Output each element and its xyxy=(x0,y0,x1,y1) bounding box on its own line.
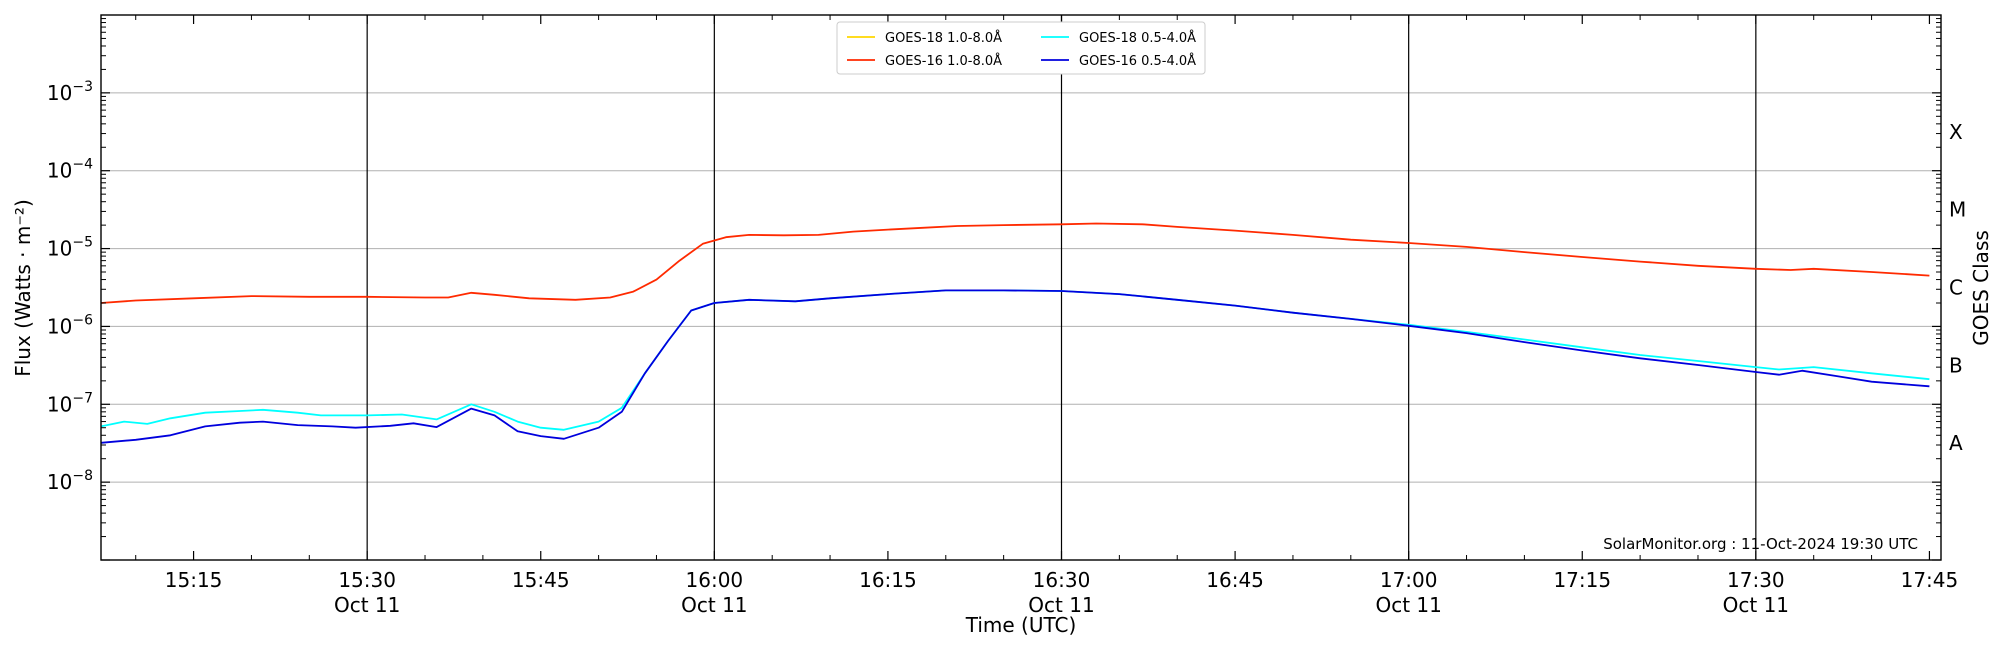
y-tick-label: 10−3 xyxy=(47,79,93,105)
x-axis-title: Time (UTC) xyxy=(965,613,1077,637)
legend: GOES-18 1.0-8.0Å GOES-18 0.5-4.0Å GOES-16 … xyxy=(836,21,1206,75)
y-tick-labels: 10−8 10−7 10−6 10−5 10−4 10−3 xyxy=(47,79,93,494)
goes-class-axis-title: GOES Class xyxy=(1969,230,1993,346)
x-tick-label: 17:15 xyxy=(1553,568,1611,592)
horizontal-gridlines xyxy=(101,92,1941,483)
axis-ticks xyxy=(101,15,1941,561)
series-line xyxy=(100,222,1930,304)
x-tick-date-label: Oct 11 xyxy=(334,593,400,617)
series-line xyxy=(100,289,1930,444)
x-tick-label: 16:15 xyxy=(859,568,917,592)
x-tick-label: 17:45 xyxy=(1901,568,1959,592)
x-tick-label: 16:00 xyxy=(686,568,744,592)
goes-class-label: C xyxy=(1949,276,1963,300)
y-tick-label: 10−7 xyxy=(47,390,93,416)
goes-class-label: M xyxy=(1949,198,1966,222)
x-tick-label: 17:00 xyxy=(1380,568,1438,592)
legend-box xyxy=(836,21,1206,75)
y-axis-title: Flux (Watts · m⁻²) xyxy=(11,199,35,377)
credit-text: SolarMonitor.org : 11-Oct-2024 19:30 UTC xyxy=(1603,535,1918,553)
x-tick-date-label: Oct 11 xyxy=(1375,593,1441,617)
x-tick-label: 15:15 xyxy=(165,568,223,592)
y-tick-label: 10−6 xyxy=(47,312,93,338)
legend-label: GOES-18 0.5-4.0Å xyxy=(1079,30,1196,46)
legend-label: GOES-16 1.0-8.0Å xyxy=(885,53,1002,69)
goes-class-label: X xyxy=(1949,120,1963,144)
y-tick-label: 10−8 xyxy=(47,468,93,494)
y-tick-label: 10−5 xyxy=(47,235,93,261)
flux-series xyxy=(100,222,1930,444)
x-tick-label: 16:45 xyxy=(1206,568,1264,592)
legend-label: GOES-18 1.0-8.0Å xyxy=(885,30,1002,46)
x-tick-date-label: Oct 11 xyxy=(1723,593,1789,617)
x-tick-date-label: Oct 11 xyxy=(1028,593,1094,617)
x-tick-label: 15:30 xyxy=(338,568,396,592)
plot-frame xyxy=(100,14,1942,561)
x-tick-date-label: Oct 11 xyxy=(681,593,747,617)
legend-label: GOES-16 0.5-4.0Å xyxy=(1079,53,1196,69)
goes-class-labels: A B C M X xyxy=(1949,120,1966,455)
goes-class-label: A xyxy=(1949,431,1963,455)
x-tick-label: 16:30 xyxy=(1033,568,1091,592)
x-tick-label: 17:30 xyxy=(1727,568,1785,592)
goes-class-label: B xyxy=(1949,353,1963,377)
x-tick-label: 15:45 xyxy=(512,568,570,592)
date-boundary-lines xyxy=(366,15,1757,560)
y-tick-label: 10−4 xyxy=(47,157,93,183)
